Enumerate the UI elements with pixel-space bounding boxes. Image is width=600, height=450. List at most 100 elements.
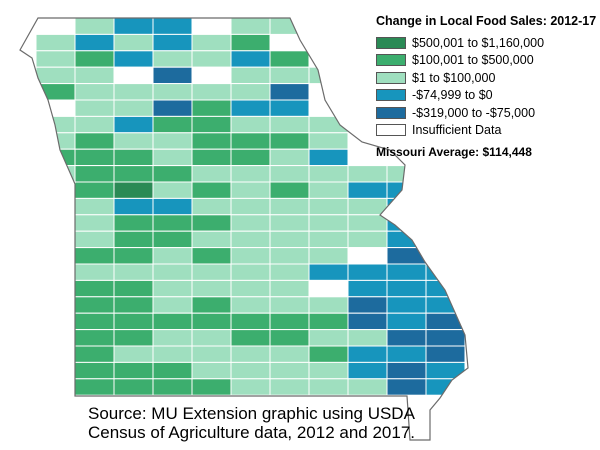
county-cell <box>308 197 349 216</box>
county-cell <box>191 50 232 68</box>
county-cell <box>230 263 271 281</box>
legend-item: Insufficient Data <box>376 122 596 140</box>
county-cell <box>230 230 271 249</box>
county-cell <box>230 345 271 363</box>
county-cell <box>308 378 349 396</box>
legend-label: $100,001 to $500,000 <box>412 53 534 68</box>
county-cell <box>74 214 115 232</box>
county-cell <box>113 148 154 167</box>
county-cell <box>74 197 115 216</box>
county-cell <box>425 378 466 396</box>
county-cell <box>230 83 271 101</box>
legend-swatch <box>376 106 406 119</box>
county-cell <box>191 279 232 298</box>
county-cell <box>425 279 466 298</box>
county-cell <box>386 247 427 265</box>
county-cell <box>347 214 388 232</box>
county-cell <box>113 296 154 314</box>
county-cell <box>152 181 193 199</box>
county-cell <box>269 50 310 68</box>
county-cell <box>386 312 427 331</box>
county-cell <box>347 378 388 396</box>
county-cell <box>152 132 193 150</box>
county-cell <box>74 148 115 167</box>
county-cell <box>425 361 466 380</box>
county-cell <box>35 345 76 363</box>
county-cell <box>113 181 154 199</box>
county-cell <box>113 345 154 363</box>
county-cell <box>35 230 76 249</box>
county-cell <box>152 312 193 331</box>
county-cell <box>308 312 349 331</box>
county-cell <box>230 99 271 117</box>
county-cell <box>35 66 76 85</box>
county-cell <box>74 247 115 265</box>
county-cell <box>230 148 271 167</box>
county-cell <box>230 378 271 396</box>
county-cell <box>386 378 427 396</box>
county-cell <box>347 361 388 380</box>
county-cell <box>347 345 388 363</box>
county-cell <box>152 247 193 265</box>
county-cell <box>269 279 310 298</box>
county-cell <box>113 279 154 298</box>
county-cell <box>35 361 76 380</box>
county-cell <box>152 361 193 380</box>
county-cell <box>191 83 232 101</box>
state-average-label: Missouri Average: $114,448 <box>376 145 532 159</box>
county-cell <box>269 181 310 199</box>
county-cell <box>74 181 115 199</box>
county-cell <box>308 279 349 298</box>
county-cell <box>269 378 310 396</box>
county-cell <box>74 230 115 249</box>
county-cell <box>35 329 76 347</box>
county-cell <box>191 378 232 396</box>
legend-item: $1 to $100,000 <box>376 69 596 87</box>
county-cell <box>74 33 115 52</box>
county-cell <box>230 18 271 35</box>
county-cell <box>152 197 193 216</box>
county-cell <box>113 214 154 232</box>
county-cell <box>113 165 154 183</box>
county-cell <box>347 247 388 265</box>
county-cell <box>386 361 427 380</box>
county-cell <box>74 263 115 281</box>
county-cell <box>74 165 115 183</box>
county-cell <box>74 66 115 85</box>
county-cell <box>74 50 115 68</box>
county-cell <box>35 296 76 314</box>
legend-swatch <box>376 71 406 84</box>
county-cell <box>308 181 349 199</box>
county-cell <box>230 361 271 380</box>
county-cell <box>152 263 193 281</box>
county-cell <box>386 263 427 281</box>
county-cell <box>308 66 349 85</box>
county-cell <box>230 165 271 183</box>
legend-label: -$319,000 to -$75,000 <box>412 105 536 120</box>
county-cell <box>74 132 115 150</box>
county-cell <box>74 83 115 101</box>
county-cell <box>347 230 388 249</box>
county-cell <box>425 329 466 347</box>
county-cell <box>269 361 310 380</box>
county-cell <box>269 148 310 167</box>
county-cell <box>74 115 115 134</box>
county-cell <box>269 115 310 134</box>
county-cell <box>347 329 388 347</box>
county-cell <box>152 66 193 85</box>
county-cell <box>269 263 310 281</box>
county-cell <box>308 148 349 167</box>
county-cell <box>269 18 310 35</box>
county-cell <box>191 329 232 347</box>
county-cell <box>113 197 154 216</box>
county-cell <box>35 18 76 35</box>
county-cell <box>230 132 271 150</box>
county-cell <box>386 165 427 183</box>
county-cell <box>230 312 271 331</box>
county-cell <box>35 181 76 199</box>
county-cell <box>269 214 310 232</box>
legend-swatch <box>376 89 406 102</box>
county-cell <box>230 33 271 52</box>
